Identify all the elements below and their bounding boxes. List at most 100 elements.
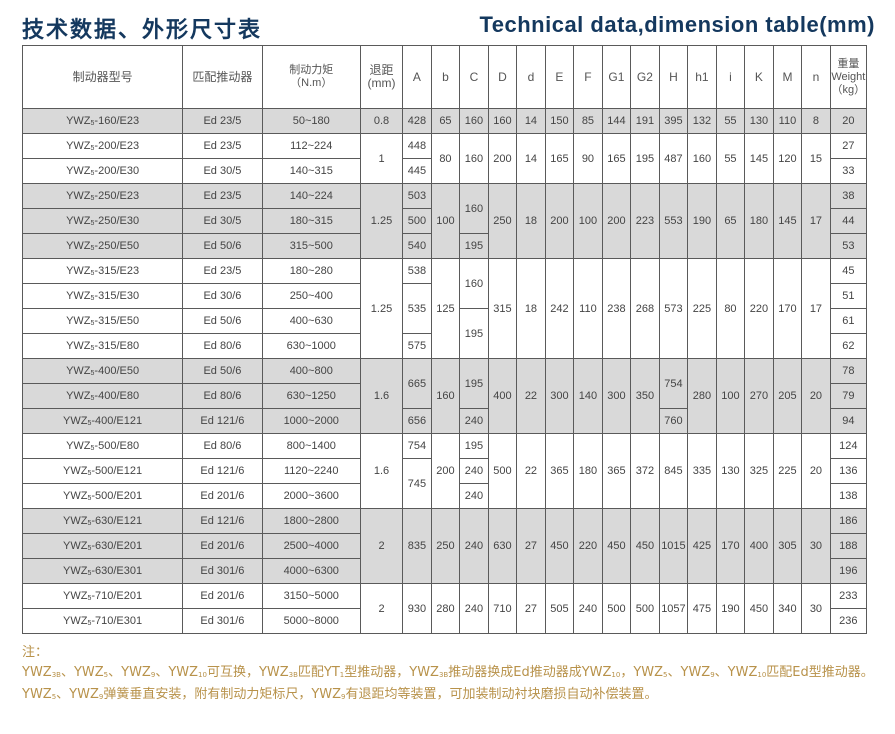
actuator-cell: Ed 30/6 [182, 283, 263, 309]
A-cell: 540 [402, 233, 432, 259]
i-cell: 190 [715, 583, 746, 634]
weight-cell: 38 [829, 183, 868, 209]
A-cell: 448 [402, 133, 432, 159]
b-cell: 100 [430, 183, 461, 259]
retract-cell: 2 [359, 508, 404, 584]
table-row: YWZ5-710/E301 Ed 301/6 5000~8000 236 [21, 608, 868, 634]
C-cell: 160 [459, 258, 489, 309]
H-cell: 487 [658, 133, 689, 184]
note-subscript: 10 [198, 671, 207, 679]
model-cell: YWZ5-500/E201 [21, 483, 184, 509]
header-G1: G1 [601, 45, 632, 109]
n-cell: 20 [801, 433, 831, 509]
H-cell: 754 [658, 358, 689, 409]
A-cell: 656 [402, 408, 432, 434]
F-cell: 180 [573, 433, 603, 509]
actuator-cell: Ed 23/5 [182, 258, 263, 284]
actuator-cell: Ed 23/5 [182, 108, 263, 134]
E-cell: 365 [544, 433, 575, 509]
b-cell: 280 [430, 583, 461, 634]
model-subscript: 5 [87, 570, 92, 577]
H-cell: 1057 [658, 583, 689, 634]
model-subscript: 5 [87, 545, 92, 552]
header-F: F [573, 45, 603, 109]
actuator-cell: Ed 201/6 [182, 583, 263, 609]
K-cell: 450 [744, 583, 774, 634]
model-subscript: 5 [87, 470, 92, 477]
A-cell: 538 [402, 258, 432, 284]
C-cell: 240 [459, 583, 489, 634]
weight-cell: 27 [829, 133, 868, 159]
model-subscript: 5 [87, 520, 92, 527]
header-b: b [430, 45, 461, 109]
A-cell: 665 [402, 358, 432, 409]
K-cell: 145 [744, 133, 774, 184]
table-row: YWZ5-630/E301 Ed 301/6 4000~6300 196 [21, 558, 868, 584]
C-cell: 160 [459, 133, 489, 184]
M-cell: 170 [772, 258, 803, 359]
retract-cell: 1 [359, 133, 404, 184]
weight-cell: 79 [829, 383, 868, 409]
n-cell: 15 [801, 133, 831, 184]
header-M: M [772, 45, 803, 109]
table-row: YWZ5-315/E30 Ed 30/6 250~400 535 51 [21, 283, 868, 334]
C-cell: 195 [459, 433, 489, 459]
model-subscript: 5 [90, 320, 95, 327]
header-i: i [715, 45, 746, 109]
weight-cell: 233 [829, 583, 868, 609]
note-subscript: 3B [51, 671, 61, 679]
D-cell: 160 [487, 108, 518, 134]
model-cell: YWZ5-315/E80 [21, 333, 184, 359]
weight-cell: 51 [829, 283, 868, 309]
H-cell: 1015 [658, 508, 689, 584]
C-cell: 160 [459, 108, 489, 134]
weight-cell: 33 [829, 158, 868, 184]
M-cell: 120 [772, 133, 803, 184]
header-actuator: 匹配推动器 [182, 45, 263, 109]
model-cell: YWZ5-500/E121 [21, 458, 184, 484]
b-cell: 125 [430, 258, 461, 359]
note-subscript: 10 [611, 671, 621, 679]
model-cell: YWZ5-630/E121 [21, 508, 184, 534]
D-cell: 200 [487, 133, 518, 184]
G2-cell: 372 [630, 433, 660, 509]
i-cell: 65 [715, 183, 746, 259]
C-cell: 195 [459, 358, 489, 409]
retract-cell: 1.25 [359, 258, 404, 359]
M-cell: 205 [772, 358, 803, 434]
actuator-cell: Ed 80/6 [182, 433, 263, 459]
actuator-cell: Ed 201/6 [182, 533, 263, 559]
G2-cell: 350 [630, 358, 660, 434]
note-subscript: 5 [51, 693, 57, 701]
torque-cell: 315~500 [261, 233, 361, 259]
model-cell: YWZ5-200/E30 [21, 158, 184, 184]
weight-cell: 188 [829, 533, 868, 559]
C-cell: 240 [459, 458, 489, 484]
A-cell: 503 [402, 183, 432, 209]
weight-cell: 186 [829, 508, 868, 534]
table-row: YWZ5-630/E121 Ed 121/6 1800~2800 2 835 250 240… [21, 508, 868, 584]
G2-cell: 450 [630, 508, 660, 584]
model-subscript: 5 [87, 620, 92, 627]
F-cell: 140 [573, 358, 603, 434]
b-cell: 160 [430, 358, 461, 434]
actuator-cell: Ed 201/6 [182, 483, 263, 509]
actuator-cell: Ed 301/6 [182, 558, 263, 584]
header-H: H [658, 45, 689, 109]
A-cell: 930 [402, 583, 432, 634]
weight-cell: 138 [829, 483, 868, 509]
table-row: YWZ5-250/E23 Ed 23/5 140~224 1.25 503 100 160 2… [21, 183, 868, 259]
model-cell: YWZ5-400/E80 [21, 383, 184, 409]
model-subscript: 5 [90, 220, 95, 227]
M-cell: 305 [772, 508, 803, 584]
model-subscript: 5 [90, 395, 95, 402]
actuator-cell: Ed 121/6 [182, 508, 263, 534]
G1-cell: 500 [601, 583, 632, 634]
torque-cell: 4000~6300 [261, 558, 361, 584]
i-cell: 100 [715, 358, 746, 434]
K-cell: 180 [744, 183, 774, 259]
D-cell: 710 [487, 583, 518, 634]
model-subscript: 5 [90, 445, 95, 452]
model-cell: YWZ5-630/E201 [21, 533, 184, 559]
